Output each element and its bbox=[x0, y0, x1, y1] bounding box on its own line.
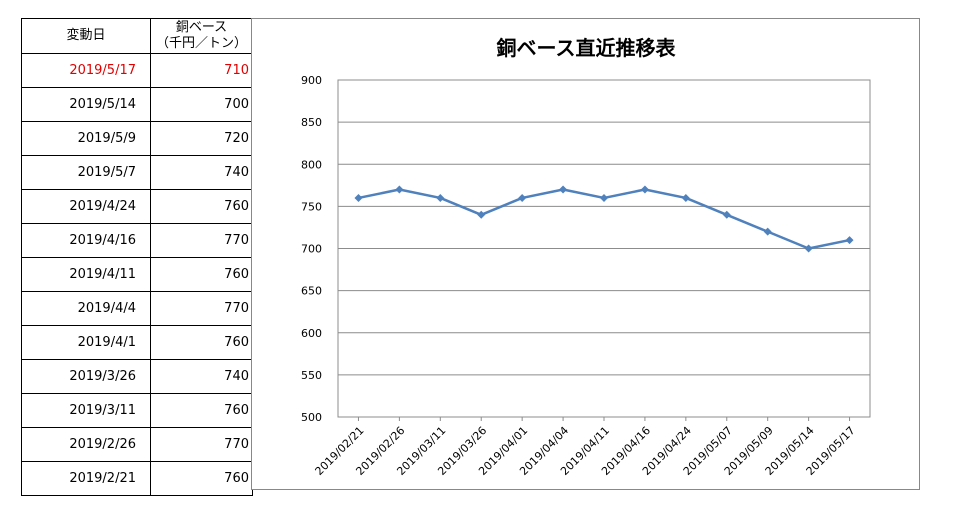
row-date: 2019/4/16 bbox=[21, 223, 151, 258]
table-row: 2019/4/4 770 bbox=[21, 291, 253, 326]
header-copper-base: 銅ベース （千円／トン） bbox=[150, 18, 253, 54]
chart-title: 銅ベース直近推移表 bbox=[497, 36, 677, 60]
data-point bbox=[845, 236, 854, 245]
header-date: 変動日 bbox=[21, 18, 151, 54]
row-value: 760 bbox=[150, 189, 253, 224]
table-header-row: 変動日 銅ベース （千円／トン） bbox=[21, 18, 253, 54]
y-tick-label: 600 bbox=[301, 327, 322, 340]
row-value: 770 bbox=[150, 291, 253, 326]
row-value: 760 bbox=[150, 393, 253, 428]
copper-price-table: 変動日 銅ベース （千円／トン） 2019/5/17 710 2019/5/14 70… bbox=[21, 18, 253, 496]
row-value: 710 bbox=[150, 53, 253, 88]
table-row: 2019/5/7 740 bbox=[21, 155, 253, 190]
row-date: 2019/5/17 bbox=[21, 53, 151, 88]
header-copper-base-line1: 銅ベース bbox=[175, 20, 228, 35]
data-point bbox=[436, 193, 445, 202]
data-point bbox=[477, 210, 486, 219]
row-date: 2019/4/11 bbox=[21, 257, 151, 292]
y-tick-label: 500 bbox=[301, 411, 322, 424]
row-date: 2019/3/11 bbox=[21, 393, 151, 428]
row-value: 700 bbox=[150, 87, 253, 122]
data-point bbox=[722, 210, 731, 219]
row-value: 760 bbox=[150, 461, 253, 496]
row-date: 2019/4/24 bbox=[21, 189, 151, 224]
row-date: 2019/5/9 bbox=[21, 121, 151, 156]
row-value: 760 bbox=[150, 257, 253, 292]
table-row: 2019/5/14 700 bbox=[21, 87, 253, 122]
row-date: 2019/2/26 bbox=[21, 427, 151, 462]
table-row: 2019/5/9 720 bbox=[21, 121, 253, 156]
table-row: 2019/3/11 760 bbox=[21, 393, 253, 428]
table-row: 2019/4/11 760 bbox=[21, 257, 253, 292]
y-tick-label: 850 bbox=[301, 116, 322, 129]
table-row: 2019/2/26 770 bbox=[21, 427, 253, 462]
header-copper-base-line2: （千円／トン） bbox=[155, 36, 247, 51]
data-point bbox=[640, 185, 649, 194]
y-tick-label: 750 bbox=[301, 200, 322, 213]
table-row: 2019/4/1 760 bbox=[21, 325, 253, 360]
data-point bbox=[518, 193, 527, 202]
row-date: 2019/5/14 bbox=[21, 87, 151, 122]
row-value: 770 bbox=[150, 427, 253, 462]
row-date: 2019/4/4 bbox=[21, 291, 151, 326]
data-point bbox=[559, 185, 568, 194]
y-tick-label: 900 bbox=[301, 74, 322, 87]
table-row: 2019/4/16 770 bbox=[21, 223, 253, 258]
y-tick-label: 550 bbox=[301, 369, 322, 382]
y-tick-label: 800 bbox=[301, 158, 322, 171]
table-row: 2019/5/17 710 bbox=[21, 53, 253, 88]
y-tick-label: 700 bbox=[301, 243, 322, 256]
data-point bbox=[804, 244, 813, 253]
chart-area: 銅ベース直近推移表 500 550 600 650 700 750 800 850 900 20… bbox=[251, 18, 920, 490]
row-date: 2019/2/21 bbox=[21, 461, 151, 496]
row-value: 760 bbox=[150, 325, 253, 360]
data-point bbox=[681, 193, 690, 202]
table-row: 2019/3/26 740 bbox=[21, 359, 253, 394]
data-point bbox=[600, 193, 608, 202]
row-value: 770 bbox=[150, 223, 253, 258]
row-value: 740 bbox=[150, 359, 253, 394]
data-point bbox=[354, 193, 363, 202]
data-point bbox=[763, 227, 772, 236]
y-tick-label: 650 bbox=[301, 285, 322, 298]
row-value: 740 bbox=[150, 155, 253, 190]
table-row: 2019/2/21 760 bbox=[21, 461, 253, 496]
row-date: 2019/5/7 bbox=[21, 155, 151, 190]
row-date: 2019/4/1 bbox=[21, 325, 151, 360]
row-value: 720 bbox=[150, 121, 253, 156]
data-point bbox=[395, 185, 404, 194]
row-date: 2019/3/26 bbox=[21, 359, 151, 394]
table-row: 2019/4/24 760 bbox=[21, 189, 253, 224]
